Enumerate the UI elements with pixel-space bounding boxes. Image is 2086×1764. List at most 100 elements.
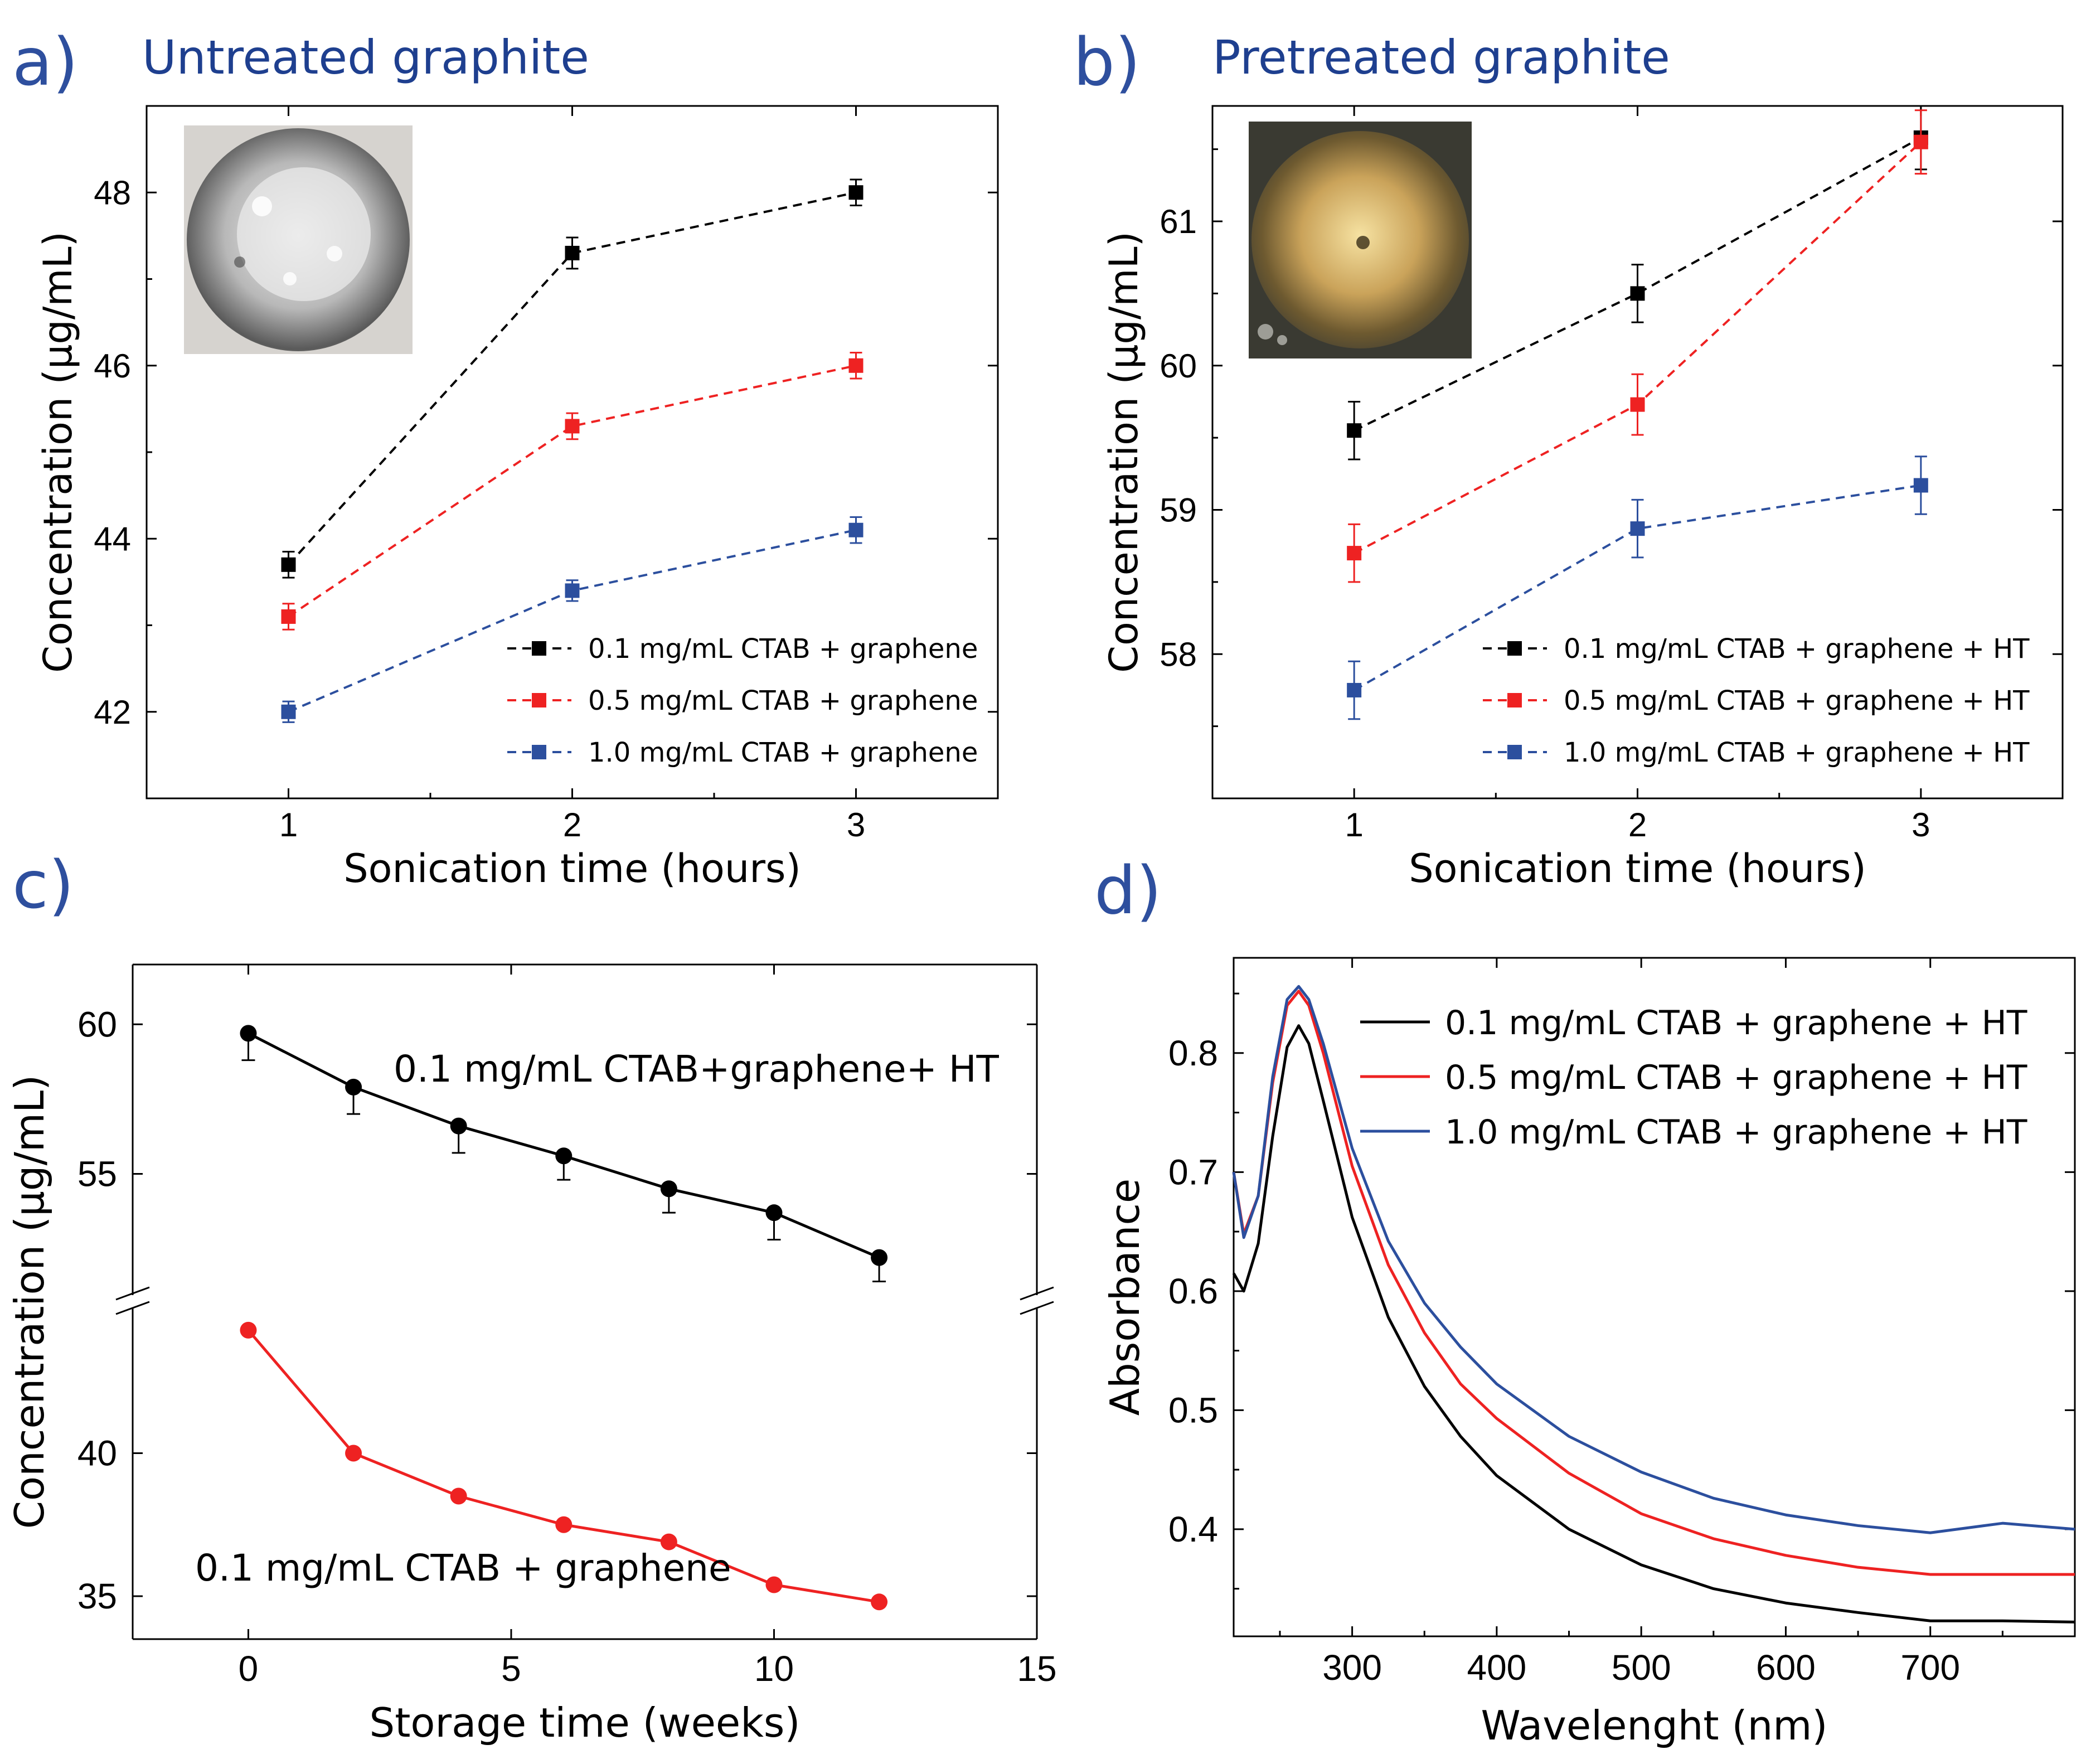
legend-label: 1.0 mg/mL CTAB + graphene + HT	[1564, 737, 2030, 768]
legend-label: 0.5 mg/mL CTAB + graphene + HT	[1445, 1058, 2027, 1097]
data-point	[345, 1078, 362, 1096]
data-point	[871, 1249, 888, 1266]
x-tick-label: 3	[847, 806, 865, 844]
data-point	[871, 1593, 888, 1611]
y-tick-label: 59	[1160, 492, 1197, 529]
pretreated-graphite-photo	[1249, 122, 1472, 358]
axis-break-mark	[115, 1301, 150, 1315]
series-line	[288, 529, 856, 713]
legend-label: 1.0 mg/mL CTAB + graphene	[588, 737, 978, 768]
y-tick-label: 0.8	[1168, 1033, 1218, 1073]
data-point	[660, 1180, 677, 1198]
y-axis-label: Concentration (μg/mL)	[1101, 231, 1147, 673]
y-tick-label: 0.7	[1168, 1152, 1218, 1192]
data-point	[565, 419, 580, 434]
data-point	[660, 1533, 677, 1550]
y-axis-label: Concentration (μg/mL)	[35, 231, 81, 673]
data-point	[240, 1025, 257, 1042]
panel-d-letter: d)	[1094, 852, 1162, 929]
y-tick-label: 61	[1160, 203, 1197, 240]
axis-break-mark	[115, 1286, 150, 1301]
panel-a-title: Untreated graphite	[142, 30, 589, 85]
x-tick-label: 2	[563, 806, 581, 844]
data-point	[848, 185, 863, 200]
x-axis-label: Wavelenght (nm)	[1481, 1702, 1828, 1749]
x-tick-label: 300	[1322, 1647, 1382, 1688]
y-tick-label: 40	[77, 1433, 117, 1474]
data-point	[450, 1487, 467, 1505]
plot-c: 0 5 10 15 55 60 35 40 Storage time (weeks) Concen…	[6, 963, 1057, 1746]
x-axis-label: Sonication time (hours)	[1409, 846, 1866, 891]
plot-a: 1 2 3 42 44 46 48 Sonication time (hours) Concen…	[35, 105, 999, 891]
x-tick-label: 600	[1756, 1647, 1816, 1688]
y-tick-label: 0.5	[1168, 1390, 1218, 1430]
plot-b: 1 2 3 58 59 60 61 Sonication time (hours) Concen…	[1101, 105, 2064, 891]
legend-label: 0.1 mg/mL CTAB + graphene	[588, 633, 978, 665]
series-line	[1354, 137, 1922, 432]
legend-label: 0.5 mg/mL CTAB + graphene	[588, 685, 978, 716]
data-point	[281, 704, 296, 719]
axis-break-mark	[1020, 1286, 1054, 1301]
x-tick-label: 1	[279, 806, 298, 844]
data-point	[565, 245, 580, 260]
x-axis-label: Storage time (weeks)	[369, 1699, 800, 1746]
data-point	[1347, 682, 1362, 697]
y-axis-label: Concentration (μg/mL)	[6, 1075, 53, 1529]
y-tick-label: 55	[77, 1154, 117, 1194]
y-tick-label: 42	[94, 694, 131, 731]
data-point	[1347, 423, 1362, 438]
data-point	[1913, 478, 1928, 493]
x-tick-label: 500	[1612, 1647, 1671, 1688]
data-point	[555, 1147, 573, 1165]
legend-label: 0.1 mg/mL CTAB + graphene + HT	[1564, 633, 2030, 665]
x-axis-label: Sonication time (hours)	[343, 846, 801, 891]
data-point	[281, 609, 296, 624]
x-tick-label: 2	[1628, 806, 1647, 844]
series-line	[288, 191, 856, 566]
y-tick-label: 0.4	[1168, 1509, 1218, 1549]
legend-label: 0.1 mg/mL CTAB + graphene + HT	[1445, 1004, 2027, 1043]
data-point	[1630, 397, 1645, 412]
y-tick-label: 0.6	[1168, 1271, 1218, 1311]
data-point	[848, 522, 863, 537]
data-point	[1630, 286, 1645, 301]
x-tick-label: 0	[239, 1649, 259, 1689]
x-tick-label: 700	[1900, 1647, 1960, 1688]
legend-label: 0.5 mg/mL CTAB + graphene + HT	[1564, 685, 2030, 716]
data-point	[281, 557, 296, 572]
x-tick-label: 400	[1467, 1647, 1526, 1688]
data-point	[555, 1516, 573, 1533]
legend-marker	[532, 693, 546, 707]
data-point	[848, 358, 863, 373]
data-point	[1347, 546, 1362, 561]
series-line	[288, 364, 856, 618]
data-point	[240, 1321, 257, 1339]
y-tick-label: 58	[1160, 636, 1197, 673]
data-point	[450, 1117, 467, 1135]
untreated-graphite-photo	[184, 125, 413, 354]
x-tick-label: 1	[1345, 806, 1363, 844]
spectrum-line	[1232, 985, 2075, 1534]
panel-a-letter: a)	[12, 23, 78, 100]
y-tick-label: 46	[94, 347, 131, 385]
y-tick-label: 48	[94, 174, 131, 211]
series-annotation: 0.1 mg/mL CTAB + graphene	[195, 1547, 731, 1589]
spectrum-line	[1232, 1024, 2075, 1624]
plot-frame	[1233, 957, 2076, 1637]
data-point	[765, 1204, 783, 1222]
legend-marker	[532, 641, 546, 656]
series-line	[1354, 484, 1922, 691]
legend-marker	[1507, 641, 1522, 656]
y-axis-label: Absorbance	[1102, 1179, 1148, 1416]
series-annotation: 0.1 mg/mL CTAB+graphene+ HT	[394, 1048, 1000, 1091]
x-tick-label: 3	[1912, 806, 1930, 844]
x-tick-label: 5	[501, 1649, 521, 1689]
y-tick-label: 60	[1160, 347, 1197, 385]
legend-marker	[1507, 745, 1522, 759]
y-tick-label: 44	[94, 520, 131, 558]
y-tick-label: 60	[77, 1004, 117, 1044]
data-point	[1913, 134, 1928, 149]
x-tick-label: 10	[754, 1649, 794, 1689]
data-point	[345, 1445, 362, 1462]
